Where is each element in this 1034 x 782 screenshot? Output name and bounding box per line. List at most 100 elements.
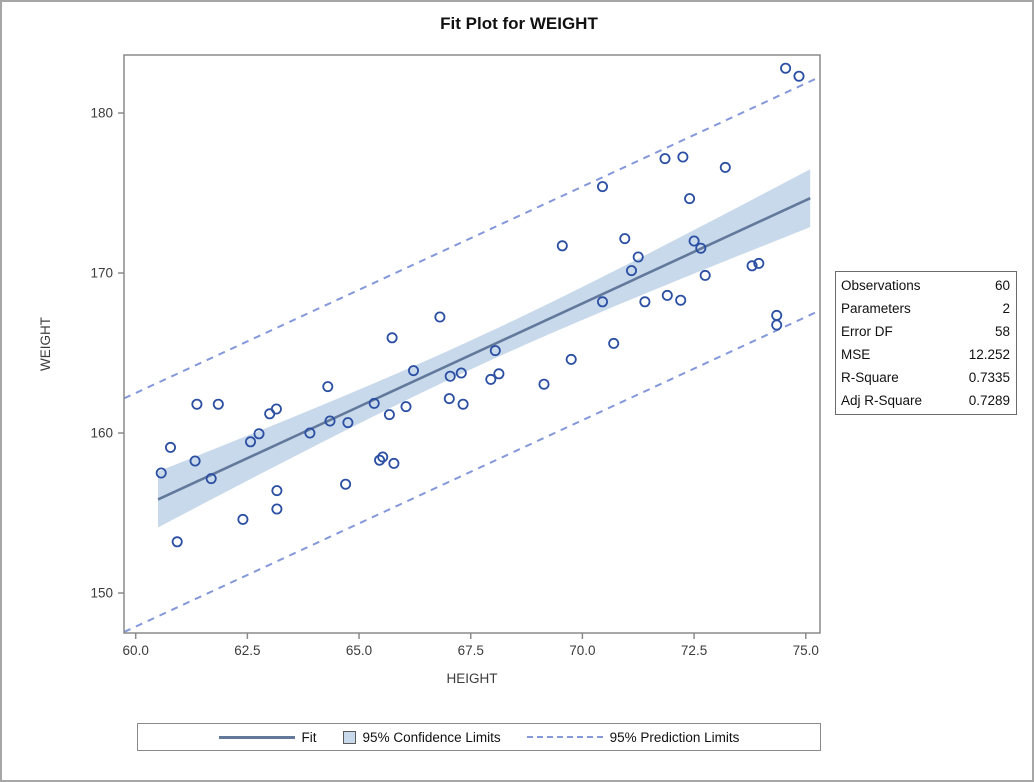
data-point	[753, 257, 765, 269]
fit-line	[157, 196, 811, 501]
legend-prediction-label: 95% Prediction Limits	[609, 729, 740, 745]
stats-row: Parameters 2	[841, 298, 1010, 320]
prediction-limit-lower	[124, 310, 819, 633]
data-point	[556, 240, 568, 252]
data-point	[443, 393, 455, 405]
data-point	[374, 454, 386, 466]
data-point	[400, 401, 412, 413]
data-point	[189, 455, 201, 467]
data-point	[155, 467, 167, 479]
prediction-line-swatch-icon	[526, 736, 603, 738]
data-point	[695, 242, 707, 254]
x-tick-label: 60.0	[123, 643, 149, 658]
data-point	[485, 373, 497, 385]
y-tick-label: 180	[90, 106, 113, 121]
legend: Fit 95% Confidence Limits 95% Prediction…	[137, 723, 821, 751]
stats-row: Adj R-Square 0.7289	[841, 390, 1010, 412]
stats-value: 2	[1002, 300, 1010, 316]
data-point	[237, 513, 249, 525]
data-point	[444, 370, 456, 382]
data-point	[434, 311, 446, 323]
data-point	[340, 478, 352, 490]
data-point	[383, 409, 395, 421]
data-point	[677, 151, 689, 163]
stats-value: 12.252	[968, 346, 1010, 362]
y-tick-label: 170	[90, 266, 113, 281]
prediction-limit-upper	[124, 76, 819, 400]
data-point	[659, 153, 671, 165]
y-tick-label: 160	[90, 426, 113, 441]
plot-contents	[124, 62, 819, 633]
x-tick-label: 62.5	[234, 643, 260, 658]
data-point	[684, 193, 696, 205]
data-point	[771, 319, 783, 331]
stats-row: MSE 12.252	[841, 344, 1010, 366]
data-point	[324, 415, 336, 427]
data-point	[746, 260, 758, 272]
stats-value: 60	[994, 277, 1010, 293]
data-point	[661, 289, 673, 301]
data-point	[388, 457, 400, 469]
x-axis-title: HEIGHT	[446, 671, 497, 686]
data-point	[271, 503, 283, 515]
data-point	[608, 337, 620, 349]
data-point	[538, 378, 550, 390]
x-tick-label: 75.0	[793, 643, 819, 658]
data-point	[793, 70, 805, 82]
stats-value: 0.7289	[968, 392, 1010, 408]
legend-item-fit: Fit	[218, 730, 317, 745]
y-tick-label: 150	[90, 586, 113, 601]
data-point	[455, 367, 467, 379]
data-point	[342, 417, 354, 429]
data-point	[639, 296, 651, 308]
legend-item-confidence: 95% Confidence Limits	[342, 730, 501, 745]
data-point	[191, 398, 203, 410]
stats-row: R-Square 0.7335	[841, 367, 1010, 389]
stats-value: 58	[994, 323, 1010, 339]
data-point	[489, 345, 501, 357]
fit-line-swatch-icon	[218, 735, 295, 739]
x-tick-label: 70.0	[569, 643, 595, 658]
plot-frame	[123, 54, 821, 634]
stats-label: Observations	[841, 277, 921, 293]
data-point	[386, 332, 398, 344]
data-point	[212, 398, 224, 410]
stats-label: Adj R-Square	[841, 392, 923, 408]
data-point	[457, 398, 469, 410]
data-point	[771, 309, 783, 321]
data-point	[675, 294, 687, 306]
stats-label: R-Square	[841, 369, 899, 385]
x-tick-label: 67.5	[458, 643, 484, 658]
data-point	[565, 353, 577, 365]
data-point	[597, 296, 609, 308]
data-point	[493, 368, 505, 380]
data-point	[368, 397, 380, 409]
data-point	[780, 62, 792, 74]
data-point	[304, 427, 316, 439]
stats-row: Error DF 58	[841, 321, 1010, 343]
y-axis-title: WEIGHT	[38, 317, 53, 371]
data-point	[171, 536, 183, 548]
data-point	[205, 473, 217, 485]
data-point	[632, 251, 644, 263]
stats-row: Observations 60	[841, 275, 1010, 297]
data-point	[271, 485, 283, 497]
stats-label: MSE	[841, 346, 871, 362]
data-point	[619, 233, 631, 245]
x-tick-label: 72.5	[681, 643, 707, 658]
stats-label: Parameters	[841, 300, 911, 316]
x-tick-label: 65.0	[346, 643, 372, 658]
fit-statistics-box: Observations 60 Parameters 2 Error DF 58 MSE 12…	[835, 271, 1017, 415]
confidence-band-swatch-icon	[342, 730, 356, 744]
data-point	[699, 269, 711, 281]
chart-title: Fit Plot for WEIGHT	[440, 14, 598, 33]
data-point	[688, 235, 700, 247]
data-point	[164, 441, 176, 453]
data-point	[270, 403, 282, 415]
data-point	[377, 451, 389, 463]
data-point	[322, 381, 334, 393]
stats-value: 0.7335	[968, 369, 1010, 385]
data-point	[244, 436, 256, 448]
